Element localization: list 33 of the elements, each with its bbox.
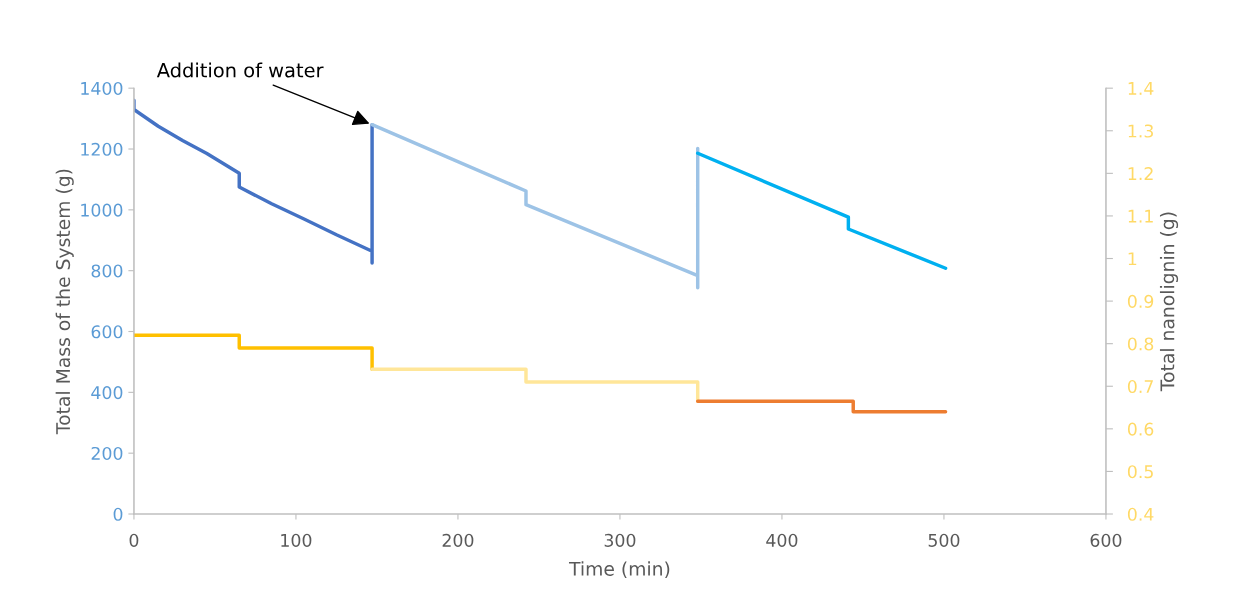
y-axis-title: Total Mass of the System (g) xyxy=(55,169,74,435)
y2-tick-label: 1.2 xyxy=(1128,167,1153,180)
y2-tick-label: 1 xyxy=(1128,252,1137,266)
y-tick-label: 600 xyxy=(91,325,123,339)
y2-tick-label: 1.4 xyxy=(1128,82,1154,95)
y2-tick-label: 1.3 xyxy=(1128,124,1153,138)
y-tick-label: 1400 xyxy=(81,81,123,96)
x-axis-title: Time (min) xyxy=(568,561,670,579)
y2-tick-label: 0.6 xyxy=(1127,422,1154,436)
y-tick-label: 800 xyxy=(91,264,123,278)
y2-tick-label: 0.4 xyxy=(1127,507,1154,521)
x-tick-label: 200 xyxy=(442,533,474,547)
line-series xyxy=(133,98,374,265)
x-tick-label: 0 xyxy=(129,533,139,547)
y2-axis-title: Total nanolignin (g) xyxy=(1159,212,1179,392)
line-series xyxy=(695,151,948,270)
line-series xyxy=(370,122,700,290)
y2-tick-label: 0.5 xyxy=(1127,465,1153,479)
annotation: Addition of water xyxy=(156,62,324,78)
y-tick-label: 1200 xyxy=(81,142,123,156)
y2-tick-label: 0.8 xyxy=(1127,337,1154,351)
y-tick-label: 200 xyxy=(91,446,123,461)
x-tick-label: 100 xyxy=(281,533,312,547)
x-tick-label: 400 xyxy=(766,533,798,547)
x-tick-label: 600 xyxy=(1090,533,1122,547)
y-tick-label: 1000 xyxy=(81,203,123,217)
x-tick-label: 500 xyxy=(928,533,960,547)
x-tick-label: 300 xyxy=(604,533,636,547)
y2-tick-label: 0.7 xyxy=(1127,379,1153,394)
y2-tick-label: 0.9 xyxy=(1127,294,1154,308)
y-tick-label: 400 xyxy=(91,386,123,400)
y2-tick-label: 1.1 xyxy=(1128,209,1153,223)
y-tick-label: 0 xyxy=(113,507,123,521)
